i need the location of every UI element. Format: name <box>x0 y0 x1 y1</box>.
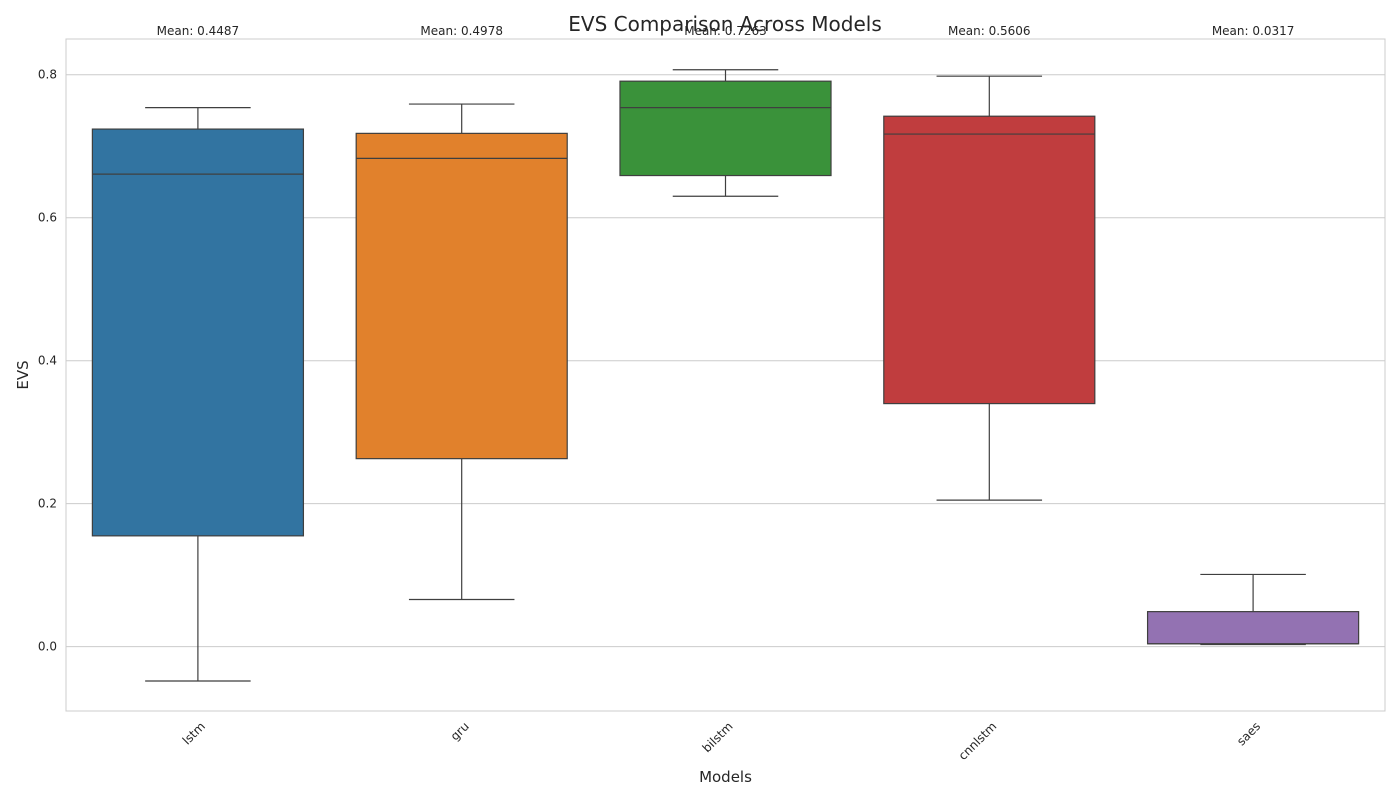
box-lstm <box>91 107 305 682</box>
y-tick-label: 0.6 <box>38 211 57 225</box>
y-tick-label: 0.8 <box>38 68 57 82</box>
mean-labels: Mean: 0.4487 Mean: 0.4978 Mean: 0.7263 Mean… <box>157 24 1295 38</box>
y-tick-label: 0.4 <box>38 354 57 368</box>
box-saes <box>1146 573 1360 646</box>
y-axis-title: EVS <box>14 360 32 389</box>
mean-label: Mean: 0.0317 <box>1212 24 1295 38</box>
iqr-box <box>355 132 568 460</box>
x-tick-label: saes <box>1234 719 1263 748</box>
box-bilstm <box>619 69 832 197</box>
x-tick-label: lstm <box>180 719 208 747</box>
box-cnnlstm <box>883 75 1096 501</box>
x-tick-labels: lstm gru bilstm cnnlstm saes <box>180 719 1263 763</box>
x-tick-label: bilstm <box>700 719 736 755</box>
box-gru <box>355 103 568 601</box>
x-tick-label: cnnlstm <box>956 719 1000 763</box>
iqr-box <box>619 80 832 177</box>
mean-label: Mean: 0.4978 <box>420 24 503 38</box>
y-tick-labels: 0.0 0.2 0.4 0.6 0.8 <box>38 68 57 654</box>
iqr-box <box>883 115 1096 405</box>
iqr-box <box>91 128 305 537</box>
plot-frame <box>65 38 1386 712</box>
iqr-box <box>1146 611 1360 645</box>
boxes <box>91 69 1360 682</box>
mean-label: Mean: 0.7263 <box>684 24 767 38</box>
chart-title: EVS Comparison Across Models <box>568 12 882 36</box>
mean-label: Mean: 0.5606 <box>948 24 1031 38</box>
y-tick-label: 0.0 <box>38 640 57 654</box>
y-tick-label: 0.2 <box>38 497 57 511</box>
mean-label: Mean: 0.4487 <box>157 24 240 38</box>
x-tick-label: gru <box>448 719 472 743</box>
x-axis-title: Models <box>699 768 752 786</box>
